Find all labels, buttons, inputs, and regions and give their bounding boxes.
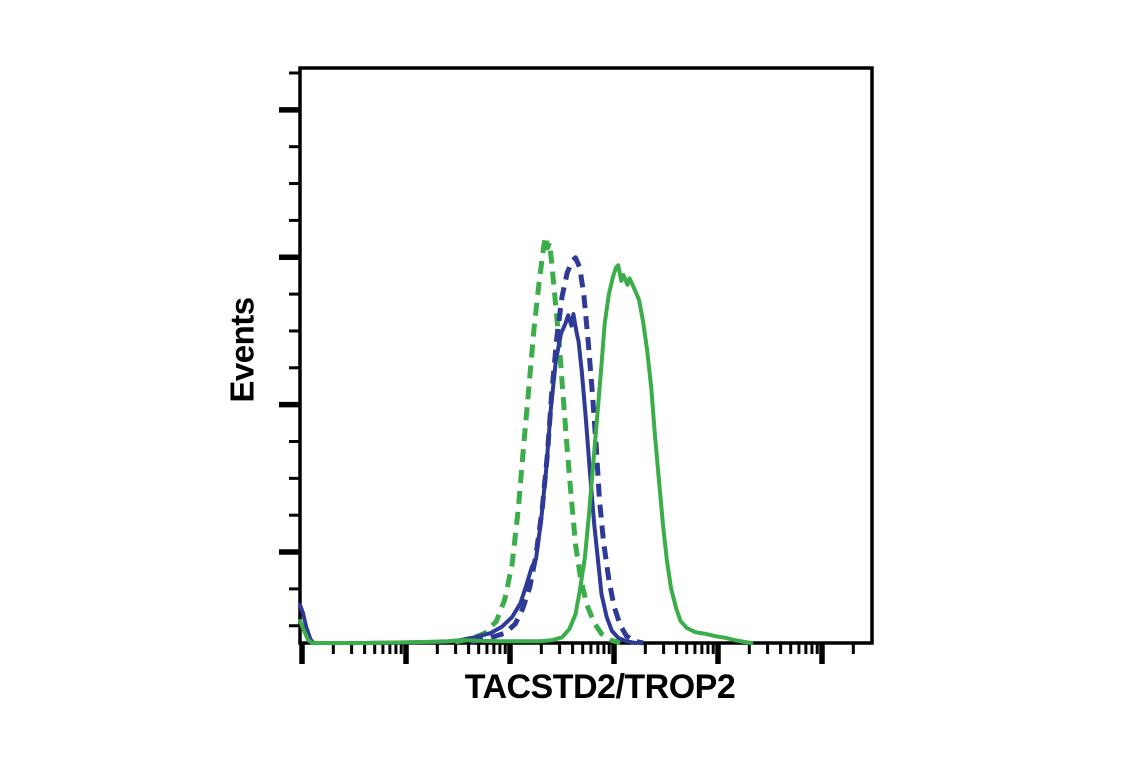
histogram-curves [298, 234, 754, 646]
y-axis-label: Events [224, 297, 261, 402]
curve-green-dashed [454, 234, 621, 646]
plot-frame [298, 66, 874, 645]
curve-blue-dashed [469, 255, 644, 646]
plot-frame-group [298, 66, 874, 645]
x-axis-label: TACSTD2/TROP2 [465, 668, 736, 706]
curve-green-solid [298, 263, 754, 645]
axis-ticks [279, 71, 855, 664]
